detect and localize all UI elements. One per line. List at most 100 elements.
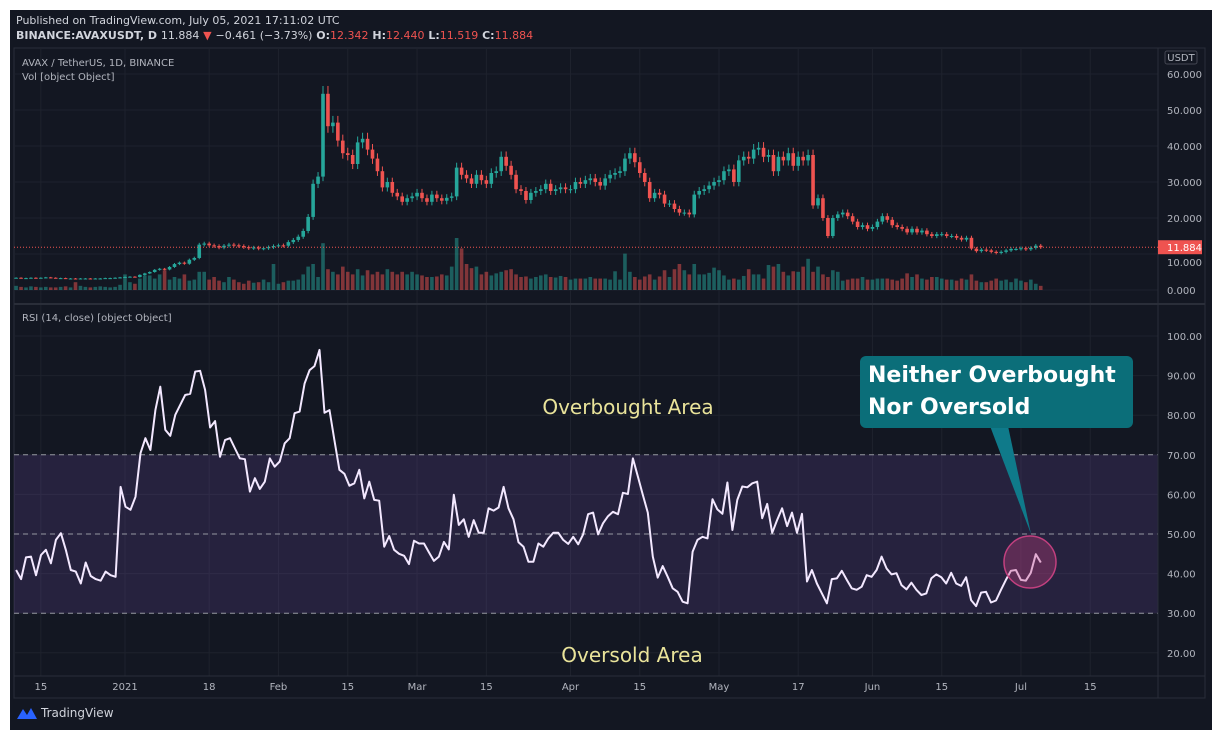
volume-bar — [593, 278, 598, 290]
volume-bar — [746, 269, 751, 290]
candle-body — [974, 248, 979, 252]
candle-body — [19, 277, 23, 279]
candle-body — [157, 268, 162, 270]
volume-bar — [751, 274, 756, 290]
volume-bar — [707, 272, 711, 290]
volume-bar — [212, 277, 216, 290]
volume-bar — [256, 282, 261, 290]
volume-bar — [24, 287, 28, 290]
volume-bar — [944, 279, 949, 290]
volume-bar — [113, 286, 117, 290]
candle-body — [999, 251, 1003, 253]
candle-body — [301, 230, 305, 237]
open-value: 12.342 — [330, 29, 369, 42]
candle-body — [172, 264, 177, 267]
candle-body — [746, 156, 751, 159]
volume-bar — [910, 277, 914, 290]
candle-body — [539, 189, 543, 191]
candle-body — [440, 198, 444, 201]
price-axis[interactable]: 60.000 50.000 40.000 30.000 20.000 10.000 0.00… — [1167, 70, 1202, 297]
candle-body — [93, 278, 98, 280]
candle-body — [242, 246, 246, 248]
volume-bar — [360, 275, 365, 290]
candle-body — [370, 149, 375, 159]
volume-bar — [801, 266, 805, 290]
candle-body — [78, 278, 83, 280]
candle-body — [39, 277, 43, 279]
candle-body — [727, 169, 731, 172]
volume-bar — [756, 274, 761, 290]
candle-body — [563, 187, 568, 190]
volume-bar — [73, 282, 78, 290]
volume-bar — [741, 275, 746, 290]
candle-body — [469, 178, 474, 184]
candle-body — [1004, 250, 1008, 252]
candle-body — [68, 278, 73, 280]
candle-body — [647, 182, 652, 199]
volume-bar — [539, 275, 543, 290]
main-series-legend[interactable]: AVAX / TetherUS, 1D, BINANCE — [22, 58, 174, 69]
volume-bar — [999, 280, 1003, 290]
candle-body — [34, 277, 38, 279]
volume-bar — [727, 279, 731, 290]
rsi-tick-label: 80.00 — [1167, 411, 1196, 422]
volume-bar — [583, 278, 588, 290]
volume-bar — [410, 271, 414, 290]
volume-bar — [207, 279, 211, 290]
candle-body — [662, 194, 667, 204]
rsi-axis[interactable]: 100.00 90.00 80.00 70.00 60.00 50.00 40.00 30.0… — [1167, 332, 1202, 660]
volume-bar — [217, 280, 221, 290]
candle-body — [14, 277, 18, 279]
volume-bar — [78, 285, 83, 290]
candle-body — [885, 216, 890, 220]
candles — [14, 85, 1043, 280]
candle-body — [657, 192, 662, 195]
volume-bar — [786, 275, 791, 290]
logo-text: TradingView — [41, 706, 114, 720]
price-change: −0.461 (−3.73%) — [215, 29, 313, 42]
candle-body — [420, 192, 424, 199]
volume-bar — [435, 276, 439, 290]
volume-bar — [415, 274, 419, 290]
candle-body — [192, 257, 197, 260]
price-tick-label: 40.000 — [1167, 142, 1202, 153]
tradingview-logo[interactable]: TradingView — [16, 706, 114, 720]
volume-bar — [202, 271, 206, 290]
volume-bar — [840, 280, 845, 290]
candle-body — [207, 243, 211, 246]
candle-body — [702, 189, 706, 191]
volume-bar — [647, 274, 652, 290]
time-axis[interactable]: 15 2021 18 Feb 15 Mar 15 Apr 15 May 17 Jun 15 Jul 15 — [34, 682, 1096, 693]
high-value: 12.440 — [385, 29, 425, 42]
volume-bar — [954, 280, 959, 290]
volume-bar — [925, 279, 929, 290]
rsi-legend[interactable]: RSI (14, close) [object Object] — [22, 313, 172, 324]
volume-bar — [53, 287, 58, 290]
volume-bar — [395, 274, 400, 290]
last-price: 11.884 — [160, 29, 200, 42]
volume-legend[interactable]: Vol [object Object] — [22, 72, 115, 83]
candle-body — [915, 228, 919, 233]
volume-bar — [152, 278, 157, 290]
volume-bar — [479, 274, 484, 290]
candle-body — [227, 244, 231, 246]
candle-body — [529, 192, 533, 200]
candle-body — [652, 192, 657, 199]
oversold-area-label: Oversold Area — [561, 643, 702, 667]
volume-bar — [920, 278, 924, 290]
candle-body — [400, 196, 404, 202]
volume-bars — [14, 238, 1043, 290]
volume-bar — [246, 280, 251, 290]
candle-body — [875, 221, 880, 227]
volume-bar — [974, 280, 979, 290]
volume-bar — [613, 271, 617, 290]
candle-body — [1014, 248, 1018, 250]
symbol-ohlc-bar: BINANCE:AVAXUSDT, D 11.884 ▼ −0.461 (−3.… — [16, 29, 533, 42]
volume-bar — [722, 275, 726, 290]
candle-body — [732, 169, 736, 182]
volume-bar — [469, 268, 474, 290]
volume-bar — [885, 278, 890, 290]
volume-bar — [167, 279, 172, 290]
candle-body — [766, 155, 771, 157]
